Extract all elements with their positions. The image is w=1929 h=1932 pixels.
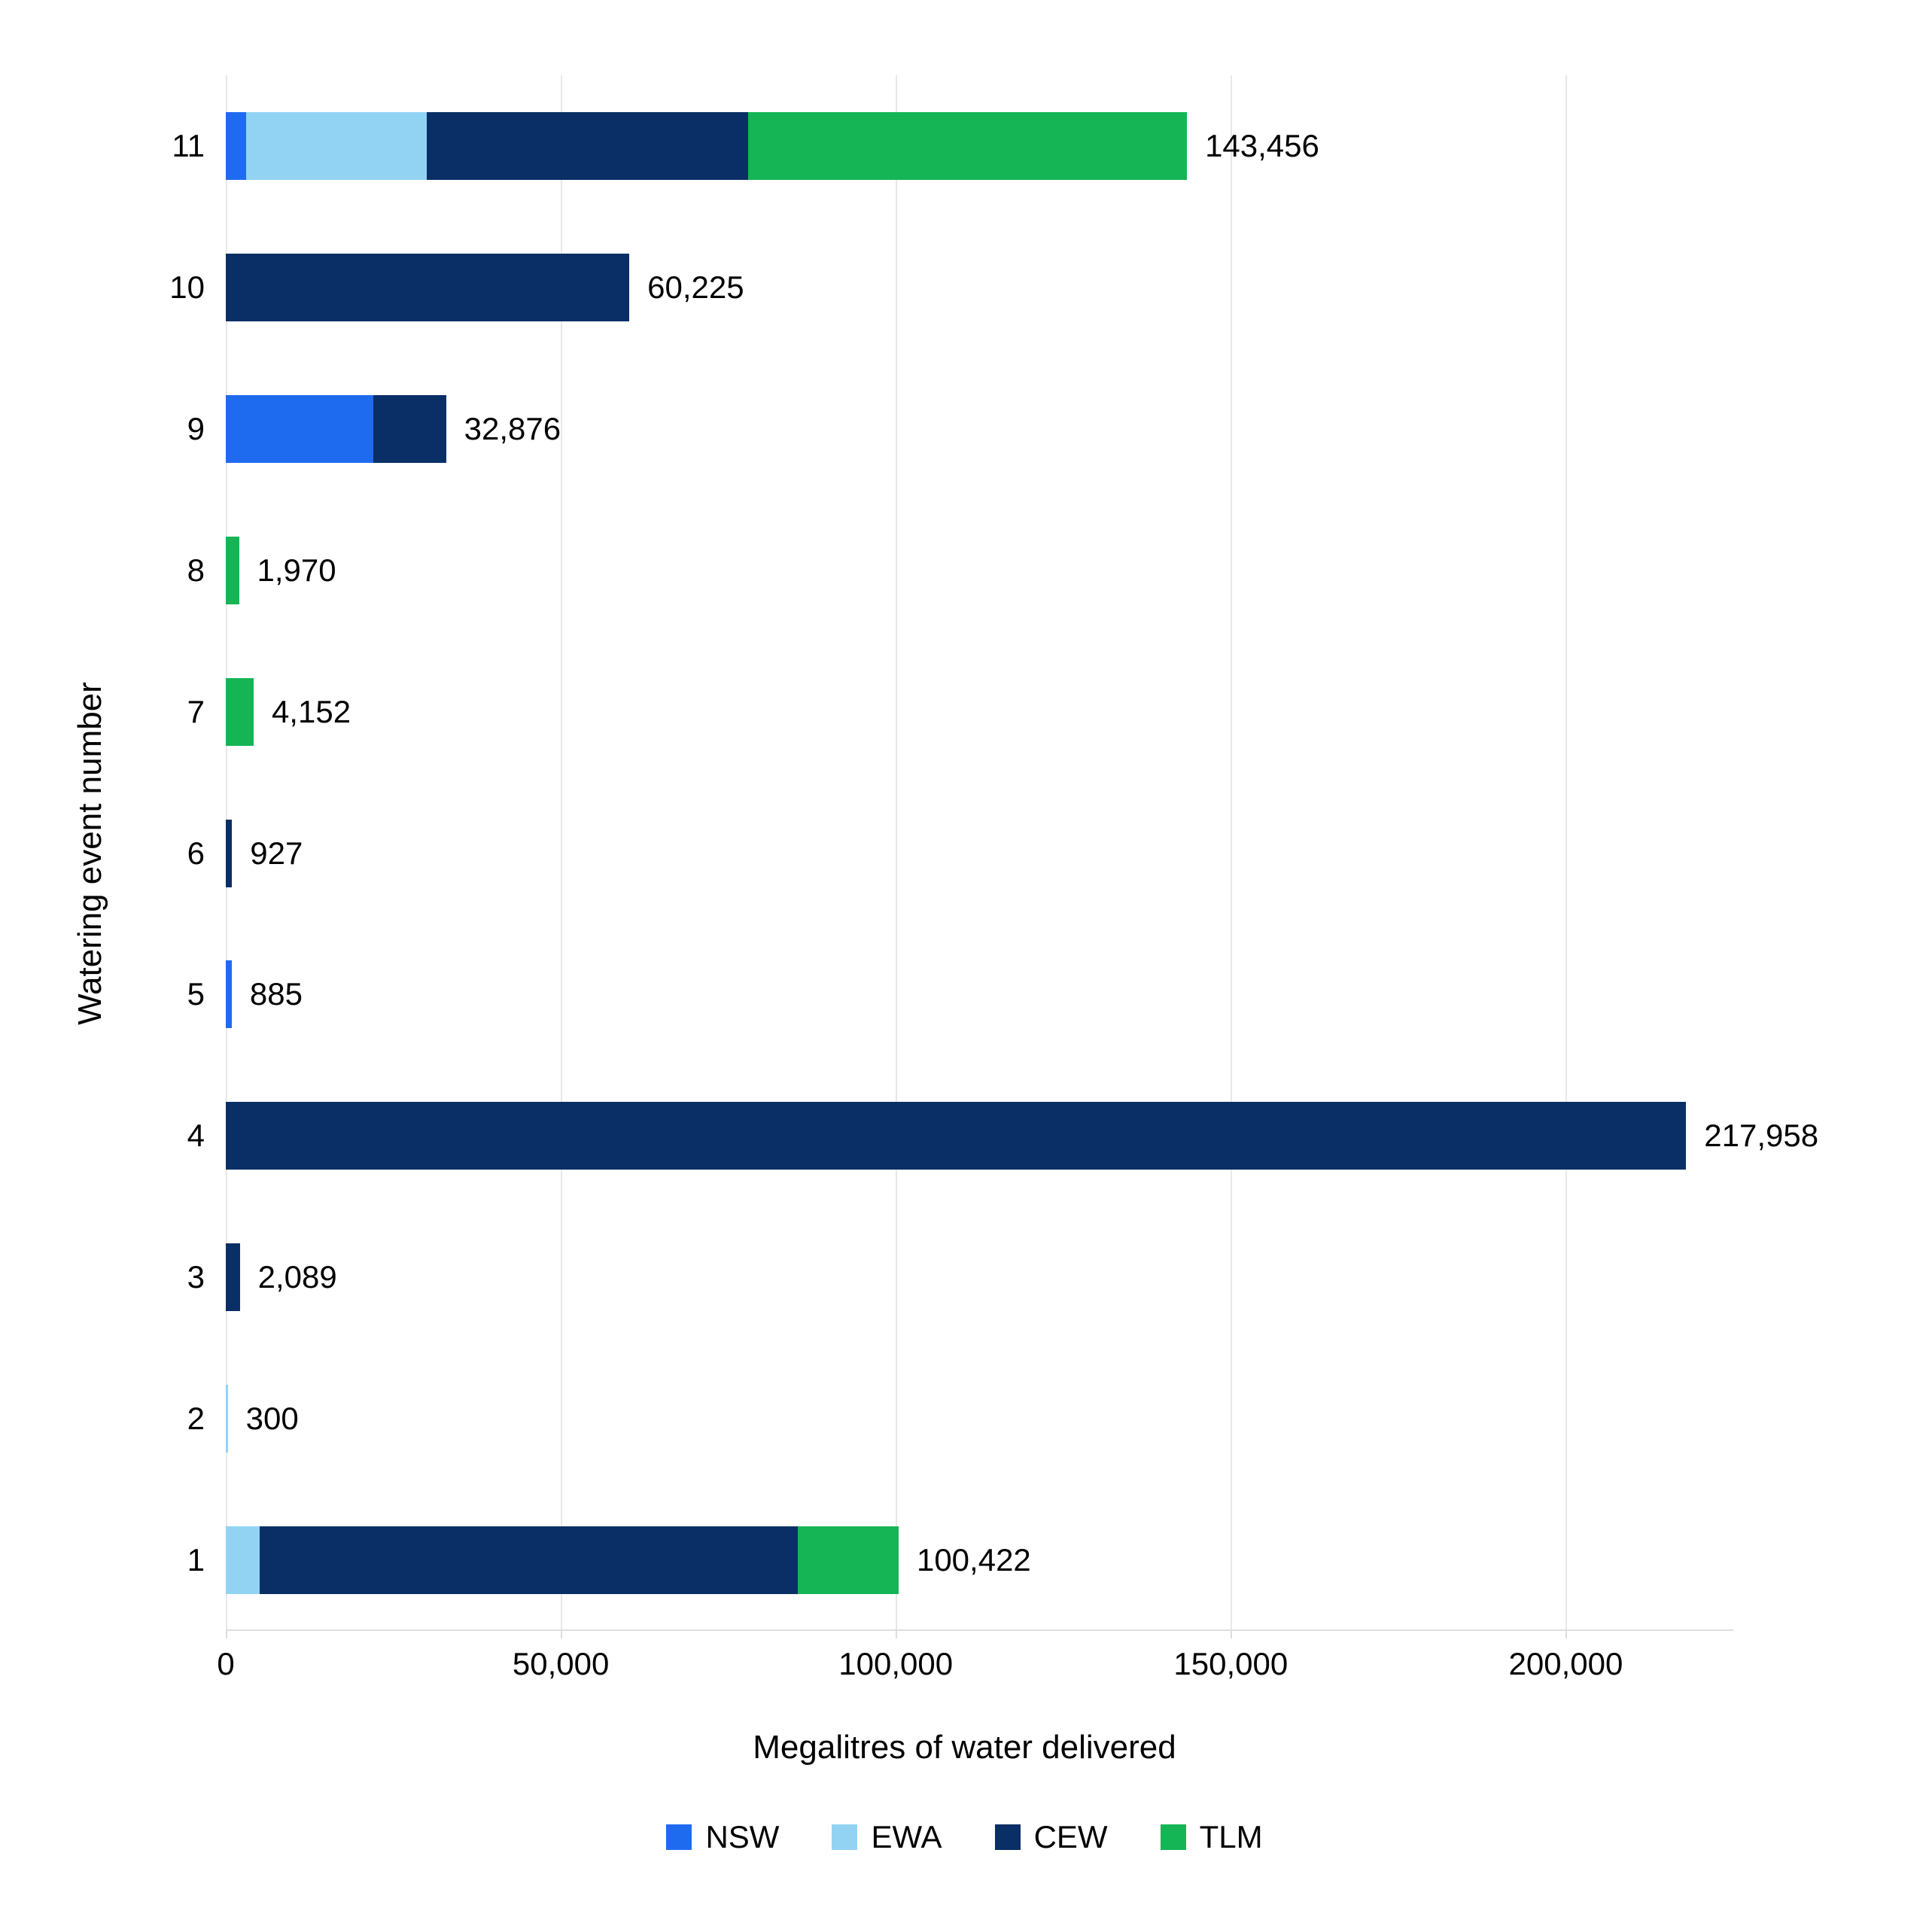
- bar-segment-tlm: [748, 112, 1187, 180]
- bar-segment-ewa: [246, 112, 427, 180]
- x-tick: [226, 1629, 227, 1638]
- y-axis-title: Watering event number: [72, 682, 109, 1025]
- legend-label: NSW: [705, 1819, 779, 1855]
- bar-segment-cew: [260, 1526, 799, 1594]
- legend-swatch: [666, 1824, 692, 1850]
- bar-group: 1100,422: [226, 1526, 1733, 1594]
- bar-group: 6927: [226, 820, 1733, 887]
- legend-swatch: [832, 1824, 857, 1850]
- y-tick-label: 6: [187, 835, 205, 872]
- bar-segment-nsw: [226, 395, 373, 463]
- bar-total-label: 300: [246, 1401, 299, 1437]
- y-tick-label: 8: [187, 552, 205, 589]
- bar-total-label: 4,152: [272, 694, 351, 730]
- legend-item-tlm: TLM: [1161, 1819, 1263, 1855]
- y-tick-label: 5: [187, 976, 205, 1012]
- bar-total-label: 60,225: [647, 269, 744, 306]
- bar-group: 11143,456: [226, 112, 1733, 180]
- bar-total-label: 927: [250, 835, 303, 872]
- bar-segment-cew: [373, 395, 446, 463]
- x-tick: [1231, 1629, 1232, 1638]
- y-tick-label: 1: [187, 1542, 205, 1578]
- bar-total-label: 143,456: [1205, 128, 1319, 164]
- y-tick-label: 9: [187, 411, 205, 447]
- x-tick: [561, 1629, 562, 1638]
- bar-segment-cew: [226, 820, 232, 887]
- legend: NSW EWA CEW TLM: [0, 1819, 1929, 1855]
- bar-total-label: 2,089: [258, 1259, 337, 1295]
- bar-segment-nsw: [226, 112, 246, 180]
- bar-segment-tlm: [226, 537, 239, 604]
- x-tick-label: 100,000: [838, 1646, 953, 1682]
- bar-group: 81,970: [226, 537, 1733, 604]
- bar-segment-cew: [226, 254, 629, 321]
- legend-item-nsw: NSW: [666, 1819, 779, 1855]
- y-tick-label: 11: [172, 128, 205, 164]
- y-tick-label: 3: [187, 1259, 205, 1295]
- x-tick-label: 200,000: [1509, 1646, 1623, 1682]
- bar-group: 74,152: [226, 678, 1733, 746]
- x-tick: [1565, 1629, 1567, 1638]
- plot-area: 050,000100,000150,000200,0001100,4222300…: [226, 75, 1733, 1631]
- bar-group: 4217,958: [226, 1102, 1733, 1170]
- legend-swatch: [1161, 1824, 1186, 1850]
- x-axis-title: Megalitres of water delivered: [0, 1729, 1929, 1766]
- bar-total-label: 217,958: [1704, 1118, 1818, 1154]
- bar-total-label: 1,970: [257, 552, 336, 589]
- legend-label: CEW: [1034, 1819, 1108, 1855]
- bar-total-label: 100,422: [917, 1542, 1031, 1578]
- bar-segment-tlm: [798, 1526, 899, 1594]
- legend-label: EWA: [871, 1819, 942, 1855]
- legend-swatch: [995, 1824, 1021, 1850]
- bar-group: 1060,225: [226, 254, 1733, 321]
- bar-group: 932,876: [226, 395, 1733, 463]
- legend-item-cew: CEW: [995, 1819, 1108, 1855]
- x-tick-label: 150,000: [1173, 1646, 1288, 1682]
- y-tick-label: 2: [187, 1401, 205, 1437]
- bar-group: 5885: [226, 960, 1733, 1028]
- bar-segment-ewa: [226, 1385, 228, 1453]
- legend-label: TLM: [1200, 1819, 1263, 1855]
- chart-container: Watering event number 0 50,000 100,000 150,…: [0, 0, 1929, 1932]
- bar-segment-ewa: [226, 1526, 260, 1594]
- bar-total-label: 885: [250, 976, 303, 1012]
- bar-segment-cew: [427, 112, 748, 180]
- bar-group: 32,089: [226, 1243, 1733, 1311]
- bar-segment-cew: [226, 1102, 1686, 1170]
- x-tick-label: 0: [217, 1646, 234, 1682]
- bar-segment-tlm: [226, 678, 254, 746]
- bar-segment-cew: [226, 1243, 240, 1311]
- legend-item-ewa: EWA: [832, 1819, 942, 1855]
- x-tick: [896, 1629, 897, 1638]
- bar-group: 2300: [226, 1385, 1733, 1453]
- bar-segment-nsw: [226, 960, 232, 1028]
- x-tick-label: 50,000: [513, 1646, 609, 1682]
- y-tick-label: 7: [187, 694, 205, 730]
- y-tick-label: 10: [169, 269, 205, 306]
- bar-total-label: 32,876: [464, 411, 561, 447]
- y-tick-label: 4: [187, 1118, 205, 1154]
